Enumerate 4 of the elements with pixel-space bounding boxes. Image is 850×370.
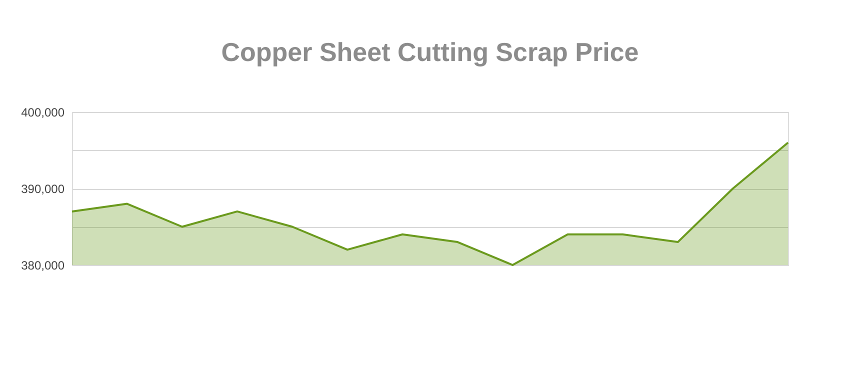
y-tick-label: 390,000 [21, 182, 65, 196]
chart-title: Copper Sheet Cutting Scrap Price [221, 37, 639, 67]
y-tick-label: 400,000 [21, 106, 65, 120]
y-tick-label: 380,000 [21, 258, 65, 272]
